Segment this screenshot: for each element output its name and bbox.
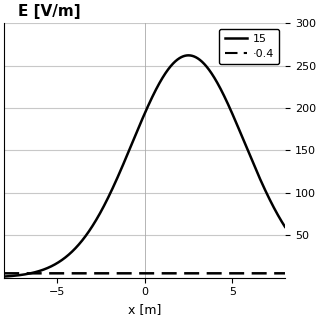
- Text: E [V/m]: E [V/m]: [18, 4, 81, 19]
- X-axis label: x [m]: x [m]: [128, 303, 161, 316]
- Legend: 15, ·0.4: 15, ·0.4: [219, 29, 279, 64]
